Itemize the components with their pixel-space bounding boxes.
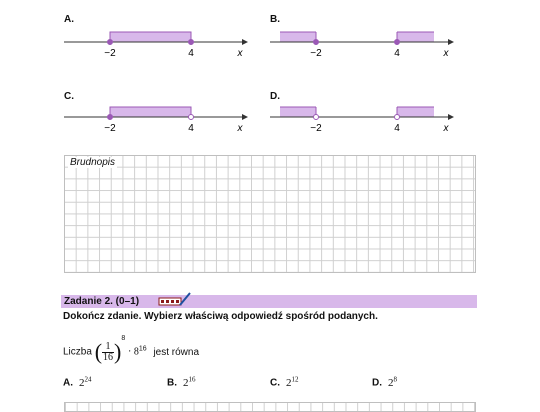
answer-d-exp: 8 — [393, 375, 398, 383]
arrow-b — [448, 39, 454, 45]
label-x-b: x — [443, 48, 450, 59]
endpoint-left-a — [107, 39, 113, 45]
label-minus2-a: −2 — [104, 48, 116, 59]
label-minus2-d: −2 — [310, 123, 322, 134]
answer-c[interactable]: C. 212 — [270, 375, 299, 389]
answer-c-letter: C. — [270, 377, 280, 389]
label-4-a: 4 — [188, 48, 194, 59]
task-header: Zadanie 2. (0–1) — [61, 295, 477, 308]
answer-d-letter: D. — [372, 377, 382, 389]
expr-base2: 8 — [133, 346, 139, 358]
label-x-a: x — [237, 48, 244, 59]
arrow-c — [242, 114, 248, 120]
scratch-label: Brudnopis — [68, 157, 118, 168]
endpoint-right-b — [394, 39, 400, 45]
answer-d[interactable]: D. 28 — [372, 375, 397, 389]
endpoint-left-c — [107, 114, 113, 120]
number-line-c: −2 4 x — [64, 106, 248, 134]
label-4-c: 4 — [188, 123, 194, 134]
arrow-d — [448, 114, 454, 120]
option-c-letter: C. — [64, 91, 74, 102]
interval-d-right — [397, 107, 434, 117]
frac-denominator: 16 — [103, 351, 114, 363]
number-line-d: −2 4 x — [270, 106, 454, 134]
scratch-grid-2[interactable] — [64, 402, 476, 412]
endpoint-right-a — [188, 39, 194, 45]
interval-c — [109, 106, 192, 118]
interval-b-left — [280, 32, 316, 42]
answer-b-base: 2 — [183, 376, 189, 389]
label-4-b: 4 — [394, 48, 400, 59]
endpoint-left-b — [313, 39, 319, 45]
label-x-d: x — [443, 123, 450, 134]
answer-b-exp: 16 — [188, 375, 196, 383]
pencil-icon — [158, 292, 191, 306]
task-instruction: Dokończ zdanie. Wybierz właściwą odpowie… — [63, 311, 378, 322]
endpoint-right-d — [394, 114, 400, 120]
answer-a-exp: 24 — [84, 375, 92, 383]
task-title: Zadanie 2. (0–1) — [64, 296, 140, 307]
label-minus2-c: −2 — [104, 123, 116, 134]
interval-b-right — [397, 32, 434, 42]
option-b-letter: B. — [270, 14, 280, 25]
answer-b[interactable]: B. 216 — [167, 375, 196, 389]
answer-a-base: 2 — [79, 376, 85, 389]
arrow-a — [242, 39, 248, 45]
answer-a-letter: A. — [63, 377, 73, 389]
number-line-a: −2 4 x — [64, 31, 248, 59]
expr-exp1: 8 — [121, 335, 126, 343]
frac-numerator: 1 — [102, 341, 115, 353]
answer-a[interactable]: A. 224 — [63, 375, 92, 389]
endpoint-left-d — [313, 114, 319, 120]
expr-exp2: 16 — [138, 345, 147, 353]
label-minus2-b: −2 — [310, 48, 322, 59]
expr-prefix: Liczba — [63, 346, 92, 358]
task-expression: Liczba (1 16)8 · 816 jest równa — [63, 335, 200, 364]
label-x-c: x — [237, 123, 244, 134]
number-line-b: −2 4 x — [270, 31, 454, 59]
option-a-letter: A. — [64, 14, 74, 25]
expr-suffix: jest równa — [153, 346, 200, 358]
option-d-letter: D. — [270, 91, 280, 102]
answer-c-exp: 12 — [291, 375, 299, 383]
endpoint-right-c — [188, 114, 194, 120]
answer-b-letter: B. — [167, 377, 177, 389]
interval-a — [109, 31, 192, 43]
answer-c-base: 2 — [286, 376, 292, 389]
interval-d-left — [280, 107, 316, 117]
scratch-grid[interactable]: Brudnopis — [64, 155, 476, 273]
label-4-d: 4 — [394, 123, 400, 134]
answer-d-base: 2 — [388, 376, 394, 389]
